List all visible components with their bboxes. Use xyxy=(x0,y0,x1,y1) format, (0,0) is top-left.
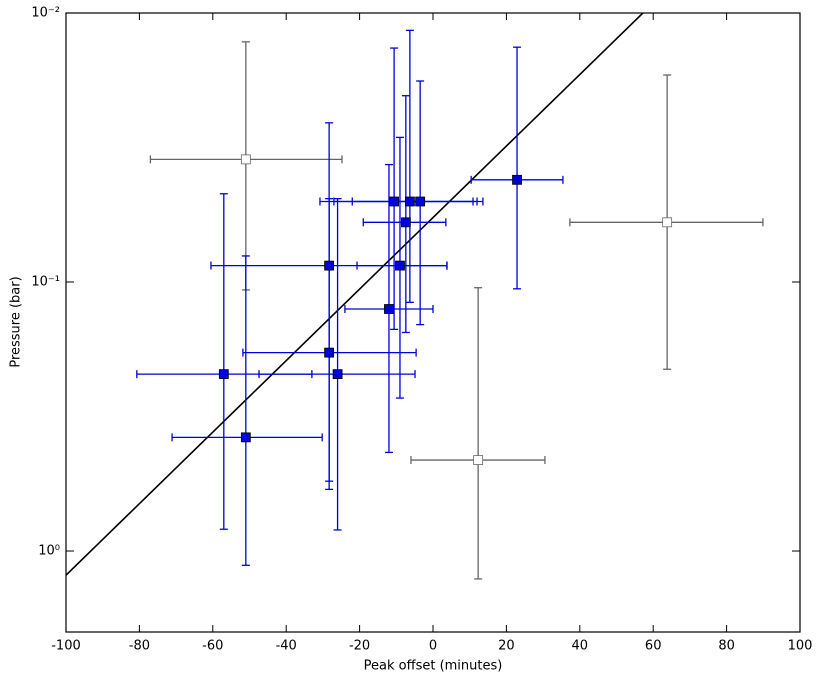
x-tick-label: -80 xyxy=(129,639,150,654)
plot-frame xyxy=(65,12,801,633)
marker xyxy=(415,196,426,207)
marker xyxy=(662,217,673,228)
x-tick-label: 100 xyxy=(788,639,813,654)
marker xyxy=(332,369,343,380)
marker xyxy=(240,432,251,443)
marker xyxy=(404,196,415,207)
x-tick-label: 0 xyxy=(429,639,437,654)
x-tick-label: 20 xyxy=(498,639,515,654)
marker xyxy=(389,196,399,207)
x-tick-label: -60 xyxy=(202,639,223,654)
marker xyxy=(395,260,405,271)
marker xyxy=(473,455,484,465)
x-tick-label: 60 xyxy=(645,639,662,654)
marker xyxy=(400,217,411,228)
x-tick-label: -40 xyxy=(276,639,297,654)
marker xyxy=(218,369,229,380)
marker xyxy=(324,347,335,358)
y-tick-label: 10⁻² xyxy=(31,6,60,21)
x-tick-label: 40 xyxy=(572,639,589,654)
x-tick-label: -20 xyxy=(349,639,370,654)
y-axis-label: Pressure (bar) xyxy=(9,276,24,367)
fit-line xyxy=(65,12,644,576)
x-tick-label: -100 xyxy=(51,639,81,654)
marker xyxy=(384,304,394,314)
x-axis-label: Peak offset (minutes) xyxy=(364,659,503,674)
x-tick-label: 80 xyxy=(718,639,735,654)
marker xyxy=(512,174,522,185)
y-tick-label: 10⁰ xyxy=(38,544,60,559)
marker xyxy=(324,260,335,271)
y-tick-label: 10⁻¹ xyxy=(31,275,60,290)
marker xyxy=(240,154,251,165)
